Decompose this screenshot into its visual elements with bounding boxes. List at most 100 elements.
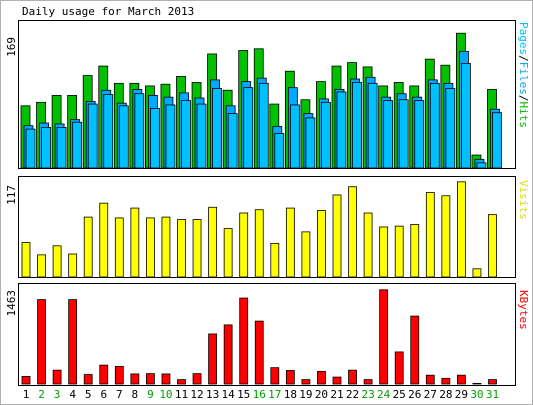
ymax-label: 117 [5,185,18,205]
x-tick-label: 20 [315,388,328,401]
bar-pages [445,88,456,169]
bar-kbytes [52,369,62,385]
bar-pages [41,126,51,169]
bar-kbytes [488,379,497,385]
bar-visits [177,219,186,278]
bar-visits [317,210,326,278]
bar-visits [441,195,451,278]
bar-kbytes [363,379,373,385]
bar-kbytes [472,382,482,385]
series-legend: Visits [517,180,530,220]
x-tick-label: 31 [486,388,499,401]
bar-visits [488,214,497,278]
x-tick-label: 6 [100,388,107,401]
bar-pages [321,101,331,169]
x-tick-label: 13 [206,388,219,401]
bar-kbytes [379,289,389,385]
x-tick-label: 19 [299,388,312,401]
bar-pages [429,82,440,169]
bar-pages [149,107,160,169]
bar-pages [460,63,471,169]
bar-pages [492,112,502,169]
bar-kbytes [441,377,451,385]
bar-visits [425,192,435,278]
kbytes-panel: 1463 KBytes [5,283,530,386]
x-tick-label: 22 [346,388,359,401]
bar-kbytes [254,320,264,385]
bar-visits [83,216,93,278]
x-tick-label: 11 [175,388,188,401]
bar-pages [414,100,425,169]
legend-files: Files [517,62,530,95]
bar-pages [227,113,238,169]
bar-visits [68,253,78,278]
x-tick-label: 27 [424,388,437,401]
bar-visits [145,217,155,278]
bar-visits [379,226,389,278]
bar-pages [103,94,114,169]
x-tick-label: 12 [190,388,203,401]
x-tick-label: 29 [455,388,468,401]
ymax-label: 1463 [5,290,18,317]
bar-visits [208,206,218,278]
bar-visits [394,225,404,278]
x-tick-label: 14 [222,388,236,401]
bar-pages [181,100,191,169]
legend-pages: Pages [517,22,530,55]
bar-pages [352,82,362,169]
x-tick-label: 26 [408,388,421,401]
bar-visits [192,219,202,278]
bar-kbytes [270,367,280,385]
series-legend: KBytes [517,290,530,330]
bar-kbytes [239,297,249,385]
bar-pages [243,87,254,169]
bar-pages [165,104,176,169]
bar-visits [239,212,249,278]
bar-pages [336,91,347,169]
bar-pages [87,103,98,169]
bar-visits [254,209,264,278]
x-tick-label: 25 [393,388,406,401]
bar-pages [305,117,316,169]
bar-kbytes [192,373,202,385]
bar-kbytes [456,374,466,385]
bar-visits [99,202,109,278]
bar-kbytes [68,299,78,385]
bar-visits [223,228,233,278]
bar-kbytes [130,373,140,385]
bar-kbytes [332,376,342,385]
bar-pages [212,88,223,169]
x-tick-label: 10 [159,388,172,401]
legend-visits: Visits [517,180,530,220]
bar-pages [476,162,487,169]
bar-visits [270,242,280,278]
bar-kbytes [21,376,31,385]
x-tick-label: 1 [23,388,30,401]
bar-kbytes [394,351,404,385]
legend-hits: Hits [517,102,530,129]
bar-visits [363,212,373,278]
bar-visits [301,231,311,278]
bar-kbytes [285,370,295,385]
x-tick-label: 23 [361,388,374,401]
bar-kbytes [425,374,435,385]
x-tick-label: 9 [147,388,154,401]
bar-visits [410,224,420,278]
x-tick-label: 7 [116,388,123,401]
bar-pages [25,128,36,169]
chart-title: Daily usage for March 2013 [22,5,194,18]
x-tick-label: 16 [253,388,266,401]
bar-kbytes [145,373,155,385]
bar-kbytes [348,369,357,385]
x-tick-label: 30 [470,388,483,401]
legend-kbytes: KBytes [517,290,530,330]
bar-visits [114,217,124,278]
bar-kbytes [301,379,311,385]
visits-panel: 117 Visits [5,176,530,278]
bar-visits [130,207,140,278]
bar-pages [56,126,67,169]
bar-pages [134,93,145,169]
bar-pages [196,103,207,169]
bar-kbytes [410,315,420,385]
